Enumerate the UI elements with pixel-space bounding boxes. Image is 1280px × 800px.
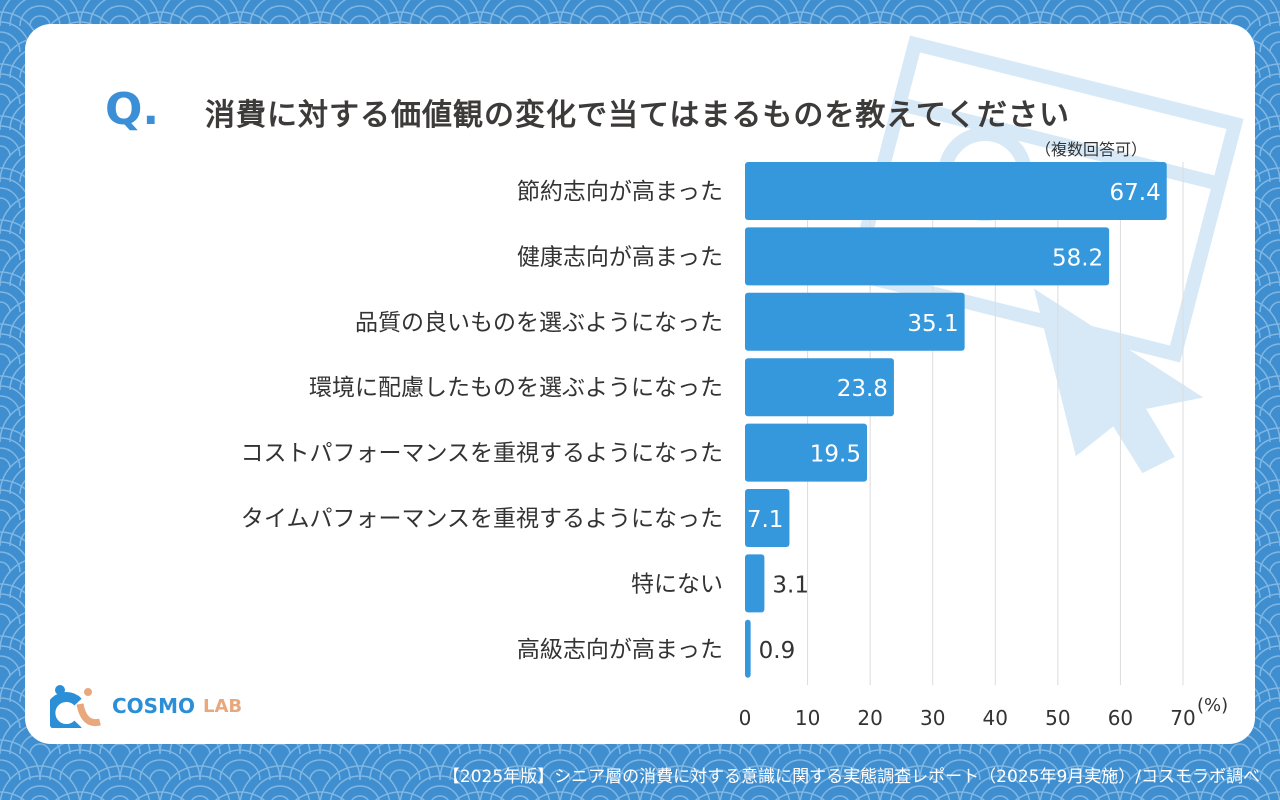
category-label: コストパフォーマンスを重視するようになった: [240, 441, 723, 467]
category-label: 節約志向が高まった: [517, 179, 723, 205]
x-tick-label: 50: [1045, 706, 1070, 730]
cosmo-lab-logo: COSMO LAB: [50, 684, 242, 728]
category-label: 特にない: [631, 571, 723, 597]
x-tick-label: 0: [739, 706, 752, 730]
value-label: 58.2: [1052, 245, 1103, 271]
bar: [745, 423, 868, 482]
bar: [745, 619, 751, 678]
source-footer: 【2025年版】シニア層の消費に対する意識に関する実態調査レポート（2025年9…: [442, 767, 1260, 787]
logo-icon: [50, 685, 101, 728]
bar: [745, 227, 1110, 286]
question-mark-label: Q.: [105, 84, 160, 135]
x-tick-label: 70: [1170, 706, 1195, 730]
multiple-answer-note: （複数回答可）: [1035, 140, 1148, 159]
bar-chart: 0 10 20 30 40 50 60 70(%) 節約志向が高まった 67.4 健康志向が高まった…: [240, 162, 1228, 730]
x-tick-label: 40: [983, 706, 1008, 730]
bar: [745, 162, 1167, 220]
bar: [745, 489, 790, 547]
x-tick-label: 30: [920, 706, 945, 730]
value-label: 7.1: [747, 507, 784, 533]
bar: [745, 358, 894, 417]
x-tick-label: 10: [795, 706, 820, 730]
chart-title: 消費に対する価値観の変化で当てはまるものを教えてください: [205, 98, 1070, 133]
category-label: 品質の良いものを選ぶようになった: [355, 310, 723, 336]
value-label: 67.4: [1110, 180, 1161, 206]
value-label: 19.5: [810, 442, 861, 468]
chart-card: 0 10 20 30 40 50 60 70 (%) 節約志向が高まった 67.4 健康志向が高まった…: [25, 24, 1255, 744]
logo-text-cosmo: COSMO: [112, 694, 195, 718]
x-tick-label: 20: [857, 706, 882, 730]
category-label: 健康志向が高まった: [517, 244, 723, 270]
bar: [745, 292, 965, 351]
category-label: 高級志向が高まった: [517, 637, 723, 663]
logo-text-lab: LAB: [203, 695, 243, 717]
value-label: 0.9: [759, 638, 796, 664]
value-label: 3.1: [772, 572, 809, 598]
category-label: タイムパフォーマンスを重視するようになった: [241, 506, 723, 532]
x-tick-label: 60: [1108, 706, 1133, 730]
bar: [745, 554, 765, 613]
unit-label: (%): [1197, 695, 1228, 716]
value-label: 35.1: [907, 311, 958, 337]
category-label: 環境に配慮したものを選ぶようになった: [309, 375, 723, 401]
value-label: 23.8: [837, 376, 888, 402]
